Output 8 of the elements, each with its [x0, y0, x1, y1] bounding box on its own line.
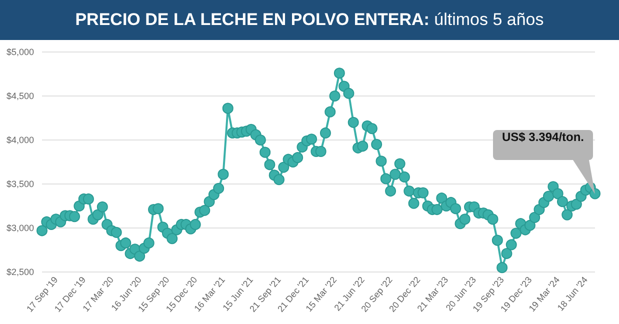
chart-title: PRECIO DE LA LECHE EN POLVO ENTERA: últimos 5 años — [0, 0, 619, 40]
y-tick-label: $2,500 — [6, 267, 34, 277]
y-tick-label: $3,500 — [6, 179, 34, 189]
y-tick-label: $4,000 — [6, 135, 34, 145]
annotation: US$ 3.394/ton. — [493, 130, 593, 160]
y-tick-label: $3,000 — [6, 223, 34, 233]
y-tick-label: $5,000 — [6, 47, 34, 57]
y-tick-label: $4,500 — [6, 91, 34, 101]
